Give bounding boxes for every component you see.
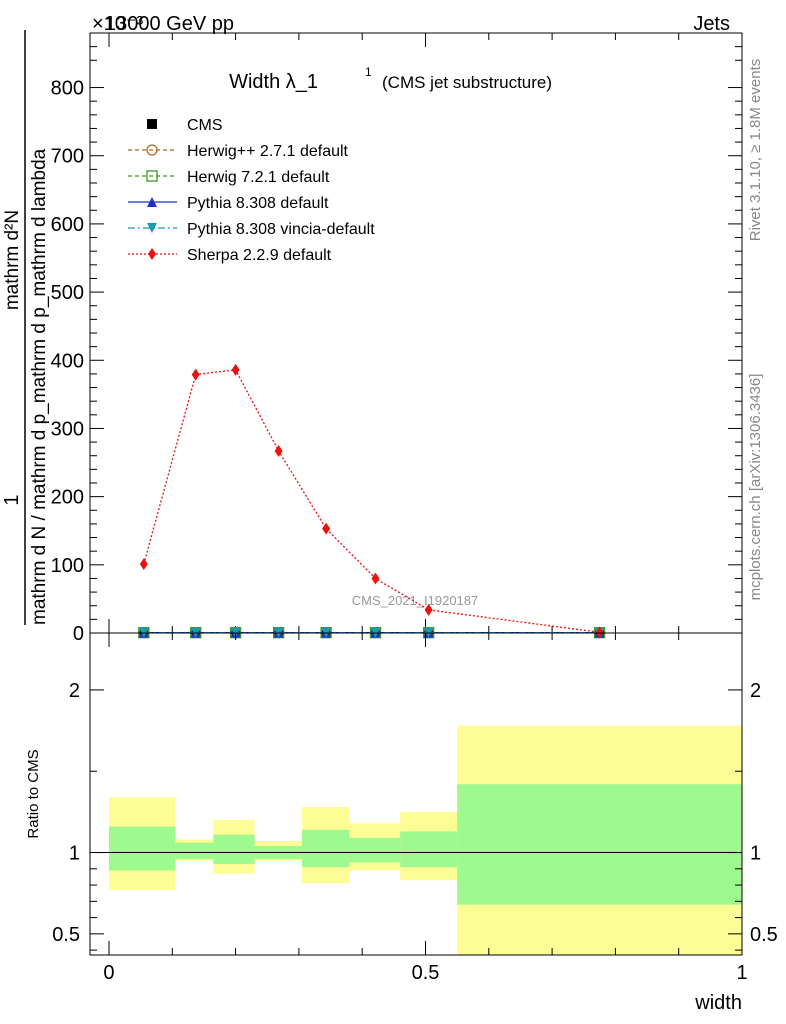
data-point: [424, 603, 433, 616]
data-point: [595, 626, 604, 639]
chart-subtitle: (CMS jet substructure): [382, 73, 552, 92]
data-point: [274, 444, 283, 457]
ratio-bands: [108, 725, 742, 955]
ratio-y-tick-label: 0.5: [750, 924, 778, 946]
data-point: [139, 558, 148, 571]
ratio-y-tick-label: 0.5: [52, 924, 80, 946]
ratio-stat-band: [302, 829, 350, 868]
watermark: CMS_2021_I1920187: [352, 593, 479, 608]
legend-label: CMS: [187, 117, 223, 134]
ratio-y-ticks: 0.5 0.5 1 1 2 2: [52, 680, 778, 951]
legend-marker: [147, 197, 157, 207]
ratio-y-tick-label: 1: [750, 843, 761, 865]
legend-marker: [147, 223, 157, 233]
main-panel: CMS_2021_I1920187 Width λ_1 1 (CMS jet s…: [1, 30, 743, 645]
ratio-stat-band: [400, 831, 458, 868]
y-tick-label: 700: [51, 146, 84, 168]
y-tick-label: 0: [73, 623, 84, 645]
legend-label: Pythia 8.308 default: [187, 195, 329, 212]
chart-title-superscript: 1: [365, 65, 372, 79]
legend-marker: [146, 144, 158, 156]
ratio-y-label: Ratio to CMS: [25, 749, 42, 838]
ratio-stat-band: [175, 842, 214, 860]
mcplots-label: mcplots.cern.ch [arXiv:1306.3436]: [747, 374, 764, 601]
y-tick-label: 400: [51, 350, 84, 372]
legend-label: Herwig 7.2.1 default: [187, 169, 330, 186]
legend-marker: [148, 248, 156, 260]
legend-label: Sherpa 2.2.9 default: [187, 247, 332, 264]
series-line: [143, 369, 600, 633]
exponent-label: ×10⁻³: [92, 13, 143, 35]
y-tick-label: 100: [51, 555, 84, 577]
ratio-stat-band: [349, 837, 401, 863]
legend: CMS Herwig++ 2.7.1 default Herwig 7.2.1 de…: [128, 117, 375, 264]
data-point: [371, 572, 380, 585]
ratio-y-tick-label: 1: [69, 843, 80, 865]
data-point: [322, 522, 331, 535]
x-axis-label: width: [694, 992, 742, 1014]
category-label: Jets: [693, 13, 730, 35]
ratio-stat-band: [213, 834, 255, 864]
legend-label: Pythia 8.308 vincia-default: [187, 221, 375, 238]
data-point: [191, 368, 200, 381]
chart-title: Width λ_1: [229, 71, 318, 93]
y-tick-label: 500: [51, 282, 84, 304]
main-y-ticks: 0 100 200 300 400 500 600 700 800: [51, 32, 742, 645]
rivet-label: Rivet 3.1.10, ≥ 1.8M events: [747, 59, 764, 242]
legend-marker: [147, 119, 157, 129]
y-tick-label: 600: [51, 214, 84, 236]
ratio-stat-band: [108, 826, 176, 871]
y-axis-denominator: mathrm d N / mathrm d p_mathrm d p_mathr…: [29, 148, 50, 625]
y-axis-top: mathrm d²N: [2, 210, 23, 310]
ratio-frame: [89, 632, 743, 956]
energy-label: 13000 GeV pp: [105, 13, 234, 35]
x-tick-label: 1: [736, 962, 747, 984]
ratio-y-tick-label: 2: [750, 680, 761, 702]
ratio-panel: 0.5 0.51 12 2 0 0.5 1 Ratio to CMS width: [25, 632, 778, 1014]
y-tick-label: 200: [51, 487, 84, 509]
data-point: [231, 363, 240, 376]
y-axis-numerator: 1: [1, 494, 23, 505]
legend-label: Herwig++ 2.7.1 default: [187, 143, 349, 160]
y-tick-label: 300: [51, 418, 84, 440]
ratio-stat-band: [457, 784, 742, 905]
x-tick-label: 0.5: [412, 962, 440, 984]
ratio-y-tick-label: 2: [69, 680, 80, 702]
x-tick-label: 0: [103, 962, 114, 984]
legend-marker: [146, 170, 158, 182]
y-tick-label: 800: [51, 78, 84, 100]
